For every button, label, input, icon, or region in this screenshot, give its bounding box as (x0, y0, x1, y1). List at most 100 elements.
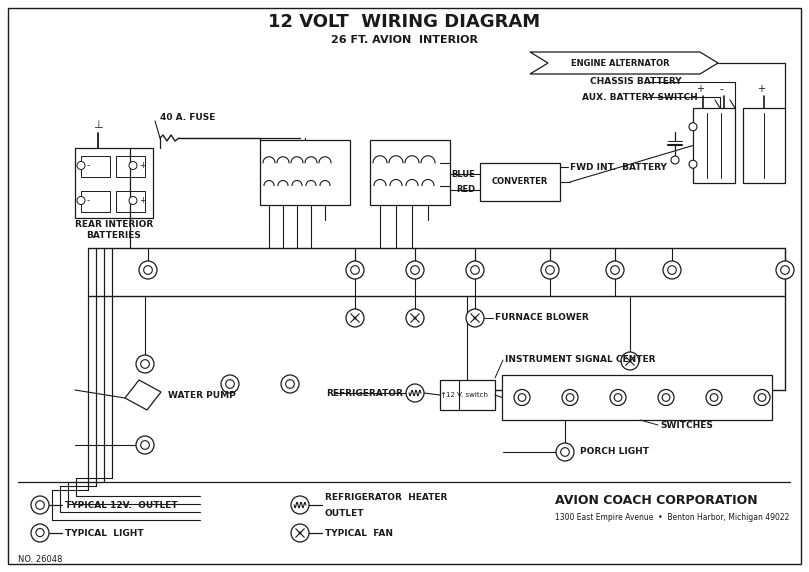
Text: TYPICAL 12V.  OUTLET: TYPICAL 12V. OUTLET (65, 500, 178, 510)
Text: ⊥: ⊥ (93, 120, 104, 130)
Text: REFRIGERATOR  HEATER: REFRIGERATOR HEATER (325, 494, 447, 502)
Circle shape (291, 524, 309, 542)
Text: INSTRUMENT SIGNAL CENTER: INSTRUMENT SIGNAL CENTER (505, 356, 655, 364)
Circle shape (36, 500, 44, 509)
Text: AVION COACH CORPORATION: AVION COACH CORPORATION (555, 494, 757, 506)
Circle shape (406, 309, 424, 327)
Circle shape (614, 394, 622, 402)
Circle shape (350, 265, 359, 275)
Circle shape (621, 352, 639, 370)
Circle shape (663, 261, 681, 279)
Circle shape (514, 390, 530, 406)
Text: FURNACE BLOWER: FURNACE BLOWER (495, 313, 589, 323)
Circle shape (226, 380, 235, 388)
Text: REAR INTERIOR
BATTERIES: REAR INTERIOR BATTERIES (75, 220, 153, 240)
Text: +: + (697, 84, 705, 94)
Circle shape (406, 384, 424, 402)
Circle shape (414, 317, 416, 319)
Circle shape (662, 394, 670, 402)
Text: NO. 26048: NO. 26048 (18, 555, 62, 565)
Text: -: - (719, 84, 723, 94)
Bar (743, 108, 785, 183)
Circle shape (541, 261, 559, 279)
Circle shape (606, 261, 624, 279)
Polygon shape (530, 52, 718, 74)
Circle shape (781, 265, 790, 275)
Text: 12 V. switch: 12 V. switch (447, 392, 489, 398)
Circle shape (710, 394, 718, 402)
Circle shape (689, 160, 697, 168)
Circle shape (629, 360, 631, 362)
Text: PORCH LIGHT: PORCH LIGHT (580, 447, 649, 456)
Bar (81, 191, 110, 212)
Text: 1300 East Empire Avenue  •  Benton Harbor, Michigan 49022: 1300 East Empire Avenue • Benton Harbor,… (555, 513, 790, 522)
Text: OUTLET: OUTLET (325, 509, 365, 518)
Circle shape (77, 161, 85, 169)
Circle shape (566, 394, 574, 402)
Text: FWD INT.  BATTERY: FWD INT. BATTERY (570, 162, 667, 172)
Bar (116, 191, 145, 212)
Text: -: - (87, 161, 90, 170)
Circle shape (611, 265, 620, 275)
Bar (81, 156, 110, 177)
Bar (693, 108, 735, 183)
Circle shape (406, 261, 424, 279)
Circle shape (129, 161, 137, 169)
Circle shape (31, 524, 49, 542)
Text: +: + (757, 84, 765, 94)
Circle shape (77, 197, 85, 205)
Text: 40 A. FUSE: 40 A. FUSE (160, 113, 215, 122)
Text: TYPICAL  FAN: TYPICAL FAN (325, 529, 393, 538)
Circle shape (129, 197, 137, 205)
Text: ENGINE ALTERNATOR: ENGINE ALTERNATOR (570, 58, 669, 67)
Circle shape (354, 317, 356, 319)
Bar (260, 140, 350, 205)
Circle shape (141, 440, 150, 450)
Circle shape (471, 265, 479, 275)
Bar (480, 163, 560, 201)
Text: ↑: ↑ (439, 391, 447, 399)
Text: +: + (139, 196, 146, 205)
Circle shape (562, 390, 578, 406)
Polygon shape (125, 380, 161, 410)
Circle shape (291, 496, 309, 514)
Circle shape (754, 390, 770, 406)
Circle shape (776, 261, 794, 279)
Circle shape (658, 390, 674, 406)
Text: RED: RED (456, 185, 475, 194)
Circle shape (346, 309, 364, 327)
Bar (502, 375, 772, 420)
Bar (370, 140, 450, 205)
Circle shape (671, 156, 679, 164)
Circle shape (667, 265, 676, 275)
Text: +: + (139, 161, 146, 170)
Circle shape (136, 436, 154, 454)
Circle shape (141, 360, 150, 368)
Circle shape (556, 443, 574, 461)
Circle shape (474, 317, 476, 319)
Text: -: - (87, 196, 90, 205)
Circle shape (466, 261, 484, 279)
Text: BLUE: BLUE (451, 170, 475, 179)
Circle shape (610, 390, 626, 406)
Circle shape (36, 529, 44, 537)
Bar (116, 156, 145, 177)
Bar (440, 380, 495, 410)
Circle shape (758, 394, 766, 402)
Text: 26 FT. AVION  INTERIOR: 26 FT. AVION INTERIOR (331, 35, 478, 45)
Circle shape (466, 309, 484, 327)
Text: AUX. BATTERY SWITCH: AUX. BATTERY SWITCH (582, 93, 697, 101)
Circle shape (561, 448, 570, 456)
Text: TYPICAL  LIGHT: TYPICAL LIGHT (65, 529, 144, 538)
Circle shape (286, 380, 294, 388)
Text: CHASSIS BATTERY: CHASSIS BATTERY (590, 77, 682, 86)
Text: SWITCHES: SWITCHES (660, 420, 713, 430)
Circle shape (546, 265, 554, 275)
Circle shape (706, 390, 722, 406)
Bar (75, 148, 153, 218)
Text: CONVERTER: CONVERTER (492, 177, 549, 186)
Circle shape (411, 265, 419, 275)
Circle shape (31, 496, 49, 514)
Circle shape (136, 355, 154, 373)
Circle shape (144, 265, 152, 275)
